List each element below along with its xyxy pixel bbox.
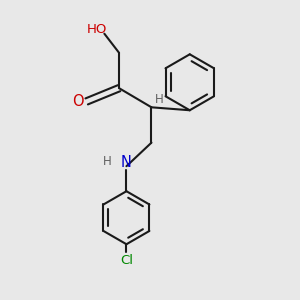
Text: Cl: Cl <box>120 254 133 267</box>
Text: O: O <box>72 94 84 109</box>
Text: H: H <box>103 155 112 168</box>
Text: H: H <box>154 93 163 106</box>
Text: HO: HO <box>87 23 107 36</box>
Text: N: N <box>121 155 132 170</box>
